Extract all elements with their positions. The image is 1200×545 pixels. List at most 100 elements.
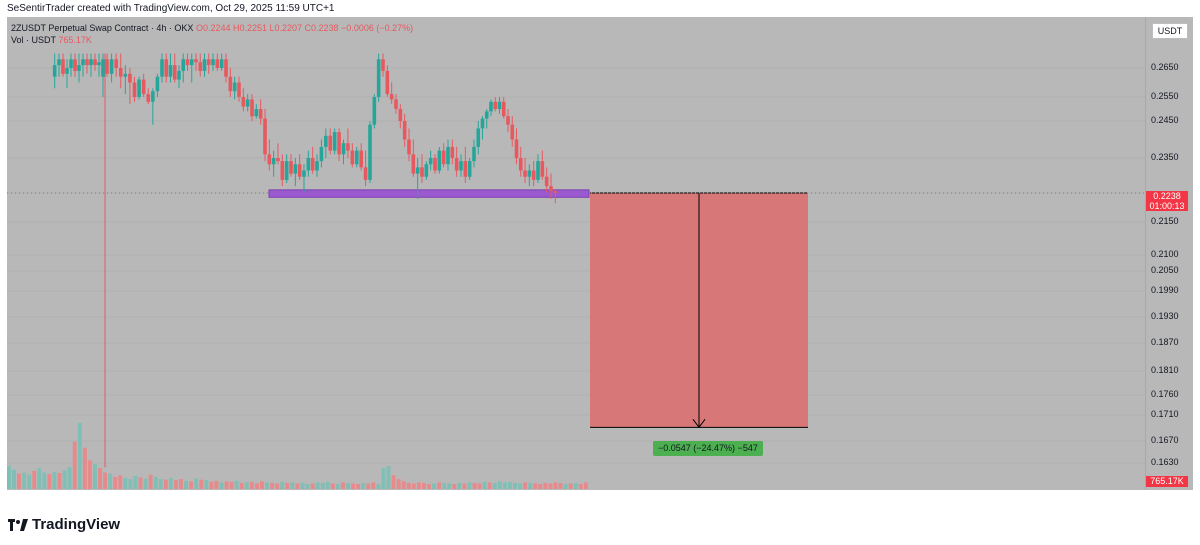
volume-bar-74 bbox=[381, 468, 386, 489]
volume-bar-42 bbox=[219, 482, 224, 489]
candle-body-116 bbox=[553, 191, 558, 193]
candle-body-53 bbox=[280, 161, 285, 180]
volume-bar-109 bbox=[558, 482, 563, 489]
candle-body-63 bbox=[324, 135, 328, 147]
candle-body-0 bbox=[52, 65, 57, 77]
volume-bar-13 bbox=[72, 441, 77, 489]
candle-body-79 bbox=[394, 99, 398, 109]
volume-bar-76 bbox=[391, 475, 396, 489]
volume-bar-53 bbox=[275, 483, 280, 489]
candle-body-12 bbox=[101, 59, 105, 77]
volume-bar-15 bbox=[82, 447, 87, 489]
candle-body-41 bbox=[228, 76, 233, 92]
candle-body-1 bbox=[57, 59, 61, 66]
volume-bar-114 bbox=[583, 482, 588, 489]
candle-body-87 bbox=[428, 158, 433, 165]
candle-body-49 bbox=[263, 118, 267, 155]
volume-bar-29 bbox=[153, 476, 158, 489]
candle-body-54 bbox=[284, 161, 289, 180]
volume-bar-26 bbox=[138, 477, 143, 489]
candle-body-31 bbox=[185, 59, 190, 66]
candle-body-56 bbox=[293, 164, 298, 174]
volume-bar-82 bbox=[421, 482, 426, 489]
volume-badge: 765.17K bbox=[1146, 476, 1188, 487]
time-axis[interactable]: 911131517192123252729Nov35791113151719 bbox=[7, 489, 1145, 490]
volume-bar-79 bbox=[406, 482, 411, 489]
symbol-name[interactable]: 2ZUSDT Perpetual Swap Contract · 4h · OK… bbox=[11, 23, 194, 33]
volume-bar-97 bbox=[497, 481, 502, 489]
volume-bar-5 bbox=[32, 470, 37, 489]
candle-body-8 bbox=[85, 59, 89, 66]
candle-body-62 bbox=[319, 146, 324, 162]
plot-area[interactable]: 2ZUSDT Perpetual Swap Contract · 4h · OK… bbox=[7, 17, 1145, 490]
volume-bar-2 bbox=[17, 473, 21, 489]
candle-body-47 bbox=[254, 109, 259, 117]
candle-body-27 bbox=[168, 65, 173, 77]
volume-bar-101 bbox=[518, 483, 523, 489]
candle-body-67 bbox=[341, 143, 346, 155]
y-tick-label: 0.1990 bbox=[1151, 285, 1179, 295]
candle-body-26 bbox=[164, 59, 169, 77]
candle-body-90 bbox=[441, 150, 446, 165]
candle-body-50 bbox=[267, 154, 272, 165]
candle-body-91 bbox=[446, 146, 450, 165]
volume-bar-110 bbox=[563, 484, 568, 489]
candle-body-85 bbox=[420, 167, 424, 177]
candle-body-89 bbox=[437, 150, 442, 171]
candle-body-13 bbox=[105, 59, 109, 74]
volume-bar-90 bbox=[462, 483, 467, 489]
volume-bar-61 bbox=[315, 482, 320, 489]
volume-bar-86 bbox=[442, 482, 447, 489]
volume-bar-94 bbox=[482, 481, 487, 489]
candle-body-88 bbox=[433, 158, 437, 171]
candle-body-17 bbox=[123, 73, 128, 77]
volume-bar-3 bbox=[22, 472, 27, 489]
price-chart-svg[interactable] bbox=[7, 17, 1145, 490]
candle-body-82 bbox=[407, 139, 411, 155]
volume-bar-87 bbox=[447, 483, 452, 489]
candle-body-58 bbox=[302, 170, 306, 177]
tradingview-logo-icon bbox=[8, 519, 28, 531]
price-axis[interactable]: USDT 0.2650 0.2550 0.2450 0.2350 0.2150 0.210… bbox=[1145, 17, 1193, 490]
candle-body-114 bbox=[544, 176, 549, 187]
candle-body-37 bbox=[211, 59, 215, 66]
candle-body-4 bbox=[69, 59, 73, 68]
last-price-value: 0.2238 bbox=[1153, 191, 1181, 201]
y-tick-label: 0.2550 bbox=[1151, 91, 1179, 101]
candle-body-94 bbox=[459, 161, 463, 171]
candle-body-5 bbox=[73, 59, 77, 71]
volume-label[interactable]: Vol · USDT bbox=[11, 35, 56, 45]
volume-bar-6 bbox=[37, 468, 42, 489]
volume-bar-73 bbox=[376, 484, 381, 489]
candle-body-11 bbox=[97, 62, 101, 66]
y-tick-label: 0.1810 bbox=[1151, 365, 1179, 375]
volume-bar-19 bbox=[103, 472, 108, 489]
candle-body-92 bbox=[450, 146, 455, 158]
volume-bar-65 bbox=[335, 484, 340, 489]
volume-bar-30 bbox=[158, 479, 163, 489]
currency-button[interactable]: USDT bbox=[1152, 23, 1188, 39]
measure-label[interactable]: −0.0547 (−24.47%) −547 bbox=[653, 441, 763, 456]
candle-body-42 bbox=[232, 82, 237, 92]
candle-body-35 bbox=[202, 59, 207, 71]
volume-bar-23 bbox=[123, 478, 128, 489]
candle-body-68 bbox=[346, 143, 350, 151]
volume-bar-89 bbox=[457, 482, 462, 489]
volume-bar-34 bbox=[179, 479, 183, 489]
chart-frame[interactable]: 2ZUSDT Perpetual Swap Contract · 4h · OK… bbox=[7, 17, 1193, 490]
candle-body-78 bbox=[389, 94, 394, 100]
candle-body-52 bbox=[276, 158, 280, 162]
y-tick-label: 0.1670 bbox=[1151, 435, 1179, 445]
volume-bar-50 bbox=[260, 481, 264, 489]
volume-bar-107 bbox=[548, 483, 553, 489]
candle-body-45 bbox=[245, 99, 250, 107]
candle-body-14 bbox=[109, 59, 114, 74]
brand-name: TradingView bbox=[32, 516, 121, 533]
volume-bar-41 bbox=[214, 480, 219, 489]
candle-body-7 bbox=[81, 59, 85, 66]
projection-arrowhead bbox=[692, 419, 706, 429]
candle-body-10 bbox=[93, 59, 97, 66]
last-price-badge: 0.2238 01:00:13 bbox=[1146, 191, 1188, 211]
volume-bar-77 bbox=[396, 479, 401, 489]
y-tick-label: 0.2450 bbox=[1151, 115, 1179, 125]
